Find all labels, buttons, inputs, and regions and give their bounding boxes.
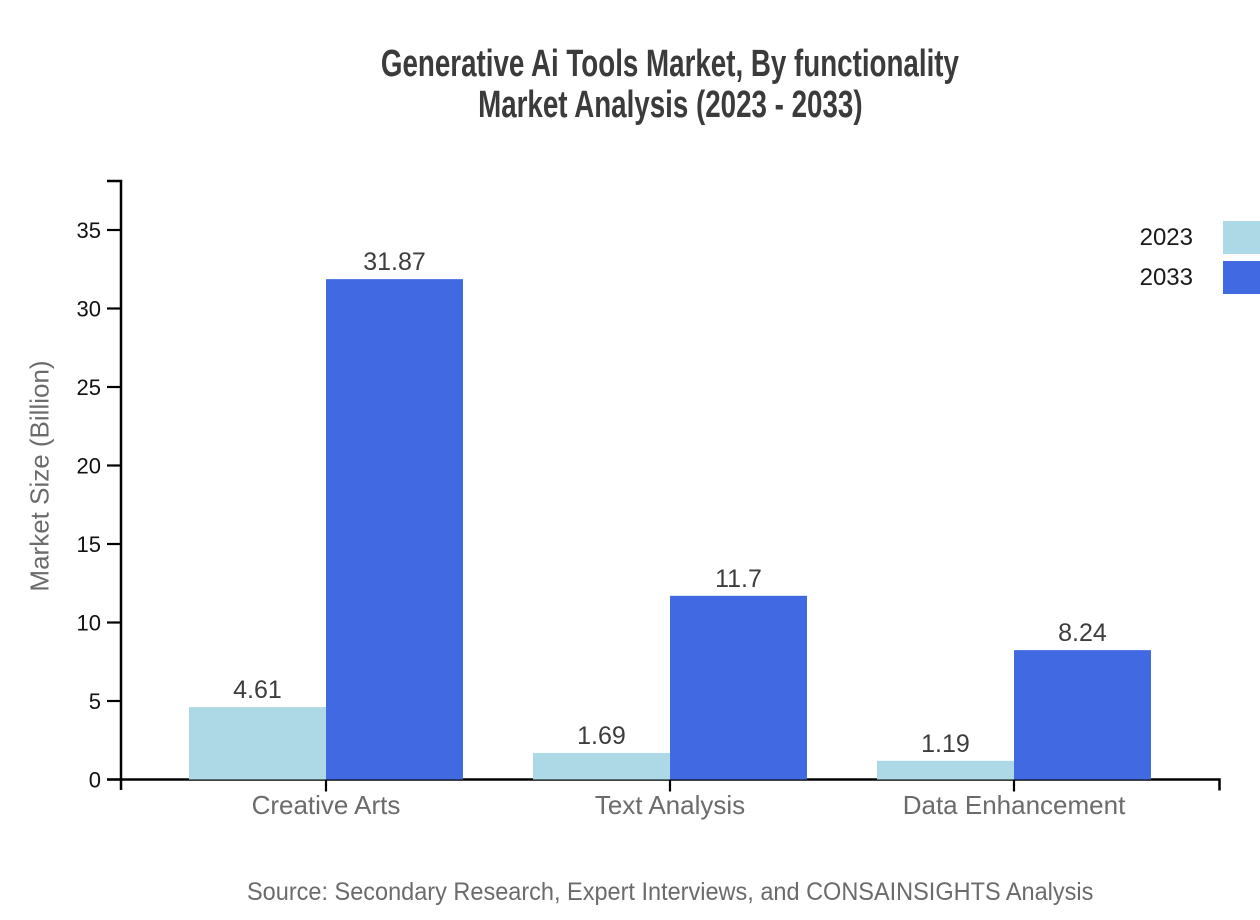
- value-label-2033-data-enhancement: 8.24: [1058, 619, 1107, 647]
- legend-item-2033: 2033: [1050, 261, 1260, 294]
- y-tick-label-35: 35: [77, 218, 101, 243]
- chart-title: Generative Ai Tools Market, By functiona…: [0, 44, 1260, 126]
- y-tick-label-15: 15: [77, 532, 101, 557]
- bar-2023-text-analysis: [533, 752, 670, 780]
- y-axis-line: [107, 179, 123, 790]
- x-axis-line: [107, 778, 1221, 791]
- legend-label-2023: 2023: [1139, 224, 1193, 251]
- category-label-text-analysis: Text Analysis: [595, 790, 745, 820]
- legend-swatch-2033: [1223, 261, 1260, 294]
- y-tick-label-25: 25: [77, 375, 101, 400]
- bar-2023-creative-arts: [189, 707, 326, 780]
- source-note-text: Source: Secondary Research, Expert Inter…: [246, 878, 1094, 906]
- value-label-2023-data-enhancement: 1.19: [921, 730, 970, 758]
- y-tick-label-30: 30: [77, 297, 101, 322]
- chart-title-line1: Generative Ai Tools Market, By functiona…: [380, 43, 960, 85]
- value-label-2033-text-analysis: 11.7: [715, 565, 762, 593]
- y-tick-label-10: 10: [77, 611, 101, 636]
- chart-title-line2: Market Analysis (2023 - 2033): [477, 84, 863, 126]
- source-note: Source: Secondary Research, Expert Inter…: [0, 878, 1260, 907]
- bar-2023-data-enhancement: [877, 760, 1014, 780]
- value-label-2023-text-analysis: 1.69: [577, 722, 626, 750]
- category-label-creative-arts: Creative Arts: [252, 790, 401, 820]
- bar-2033-data-enhancement: [1014, 650, 1151, 780]
- value-label-2033-creative-arts: 31.87: [363, 248, 426, 276]
- legend-swatch-2023: [1223, 221, 1260, 254]
- bar-2033-text-analysis: [670, 595, 807, 780]
- y-tick-label-0: 0: [89, 768, 101, 793]
- legend: 2023 2033: [1050, 221, 1260, 301]
- value-label-2023-creative-arts: 4.61: [233, 676, 282, 704]
- bar-2033-creative-arts: [326, 279, 463, 780]
- y-tick-label-5: 5: [89, 689, 101, 714]
- category-label-data-enhancement: Data Enhancement: [903, 790, 1126, 820]
- chart-title-row: Market Analysis (2023 - 2033): [0, 85, 1260, 126]
- y-tick-label-20: 20: [77, 454, 101, 479]
- chart-title-row: Generative Ai Tools Market, By functiona…: [0, 44, 1260, 85]
- legend-item-2023: 2023: [1050, 221, 1260, 254]
- legend-label-2033: 2033: [1139, 264, 1193, 291]
